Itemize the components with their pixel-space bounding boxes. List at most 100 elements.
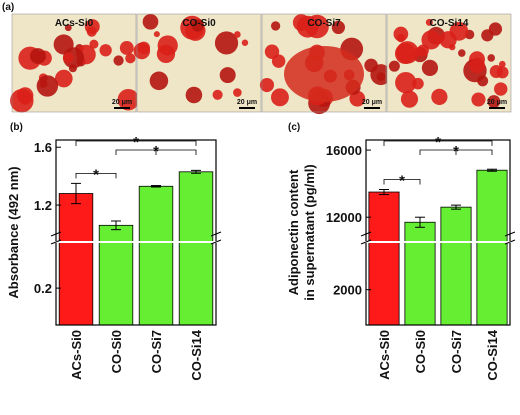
micrograph [386,13,512,113]
panel-label: (b) [10,122,23,133]
break-mark [210,239,222,245]
error-bar [379,189,389,196]
stained-droplet [62,52,74,64]
image-title: CO-Si14 [430,18,469,29]
y-axis-label: in supernatant (pg/ml) [302,164,317,301]
x-tick-label: CO-Si7 [449,330,464,373]
error-bar [451,204,461,210]
stained-droplet [212,89,223,100]
stained-droplet [185,86,203,104]
bar [58,193,94,326]
image-border [261,13,387,113]
y-tick-label: 1.2 [34,198,52,213]
break-mark [50,231,62,237]
bar [404,221,436,326]
x-tick-label: ACs-Si0 [69,330,84,380]
y-axis-label: Absorbance (492 nm) [6,166,21,298]
stained-droplet [214,31,239,55]
break-mark [50,239,62,245]
y-tick-label: 16000 [326,143,362,158]
bar [440,206,472,326]
bar [476,169,508,326]
stained-droplet [396,41,419,64]
image-title: ACs-Si0 [55,18,94,29]
stained-droplet [396,33,406,43]
x-tick-label: CO-Si14 [189,329,204,380]
y-tick-label: 2000 [333,283,362,298]
stained-droplet [36,75,59,97]
stained-droplet [449,21,469,41]
stained-droplet [487,95,501,108]
stained-droplet [153,31,160,38]
stained-droplet [421,59,439,76]
stained-droplet [471,92,486,107]
micrograph [259,13,392,115]
image-border [11,13,137,113]
significance-bracket [383,140,493,146]
break-mark [504,239,516,245]
stained-droplet [241,39,249,46]
stained-droplet [457,49,466,57]
scale-label: 20 μm [237,99,257,106]
stained-droplet [469,57,485,74]
break-mark [210,231,222,237]
break-mark [360,239,372,245]
stained-droplet [305,14,329,39]
error-bar [71,182,81,205]
significance-bracket [383,179,421,185]
stained-droplet [388,60,400,72]
significance-label: * [153,143,159,160]
x-tick-label: CO-Si0 [413,330,428,373]
error-bar [191,169,201,174]
plot-frame [365,139,511,326]
scale-label: 20 μm [112,99,132,106]
stained-droplet [425,18,433,26]
stained-droplet [400,90,419,108]
micrograph [133,13,262,113]
panel-label: (c) [288,122,300,133]
stained-droplet [494,82,508,96]
stained-droplet [113,55,124,66]
stained-droplet [86,26,97,37]
image-title: CO-Si7 [307,18,341,29]
stained-droplet [488,22,503,36]
stained-droplet [191,19,204,32]
error-bar [487,168,497,172]
bar [138,185,174,326]
stained-droplet [395,71,417,94]
axis-break [360,241,516,243]
stained-droplet [157,35,178,56]
stained-droplet [264,44,280,59]
break-mark [360,231,372,237]
stained-mass [284,46,364,102]
stained-droplet [125,53,136,64]
error-bar [111,220,121,231]
stained-droplet [133,42,151,60]
error-bar [151,185,161,188]
panel-label: (a) [2,2,14,13]
stained-droplet [99,44,112,57]
x-tick-label: CO-Si7 [149,330,164,373]
stained-droplet [20,94,31,105]
stained-droplet [376,72,386,82]
significance-label: * [399,173,405,190]
stained-droplet [417,44,429,57]
plot-frame [55,139,217,326]
stained-droplet [259,77,275,93]
stained-droplet [219,67,236,84]
stained-droplet [234,31,241,38]
image-title: CO-Si0 [182,18,216,29]
significance-bracket [75,140,197,146]
y-tick-label: 0.2 [34,281,52,296]
significance-label: * [453,143,459,160]
stained-droplet [270,88,289,107]
stained-droplet [331,20,346,35]
y-axis-label: Adiponectin content [286,169,301,295]
stained-droplet [149,71,169,91]
stained-droplet [233,88,242,97]
axis-break [50,241,222,243]
stained-droplet [117,88,140,111]
scale-label: 20 μm [487,99,507,106]
stained-droplet [487,54,495,62]
